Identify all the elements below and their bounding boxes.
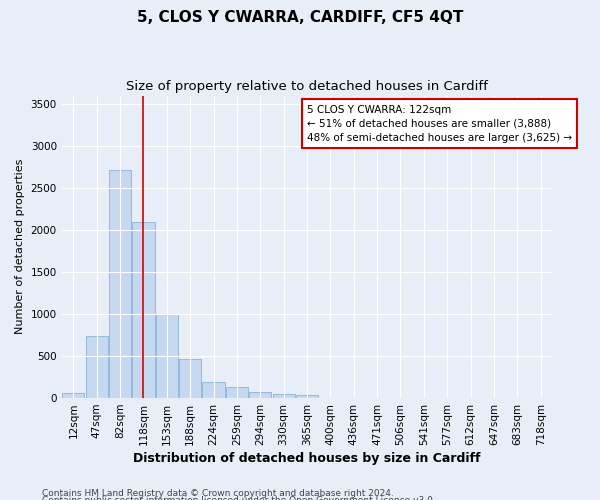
Y-axis label: Number of detached properties: Number of detached properties bbox=[15, 159, 25, 334]
Bar bbox=[226, 387, 248, 398]
Bar bbox=[249, 392, 271, 398]
Bar bbox=[202, 382, 224, 398]
Title: Size of property relative to detached houses in Cardiff: Size of property relative to detached ho… bbox=[126, 80, 488, 93]
Bar bbox=[133, 222, 155, 398]
Text: 5, CLOS Y CWARRA, CARDIFF, CF5 4QT: 5, CLOS Y CWARRA, CARDIFF, CF5 4QT bbox=[137, 10, 463, 25]
Text: Contains HM Land Registry data © Crown copyright and database right 2024.: Contains HM Land Registry data © Crown c… bbox=[42, 488, 394, 498]
Bar bbox=[156, 314, 178, 398]
Text: 5 CLOS Y CWARRA: 122sqm
← 51% of detached houses are smaller (3,888)
48% of semi: 5 CLOS Y CWARRA: 122sqm ← 51% of detache… bbox=[307, 104, 572, 142]
Bar bbox=[109, 170, 131, 398]
X-axis label: Distribution of detached houses by size in Cardiff: Distribution of detached houses by size … bbox=[133, 452, 481, 465]
Bar bbox=[62, 393, 85, 398]
Bar bbox=[179, 358, 201, 398]
Bar bbox=[272, 394, 295, 398]
Bar bbox=[86, 336, 108, 398]
Bar bbox=[296, 394, 318, 398]
Text: Contains public sector information licensed under the Open Government Licence v3: Contains public sector information licen… bbox=[42, 496, 436, 500]
